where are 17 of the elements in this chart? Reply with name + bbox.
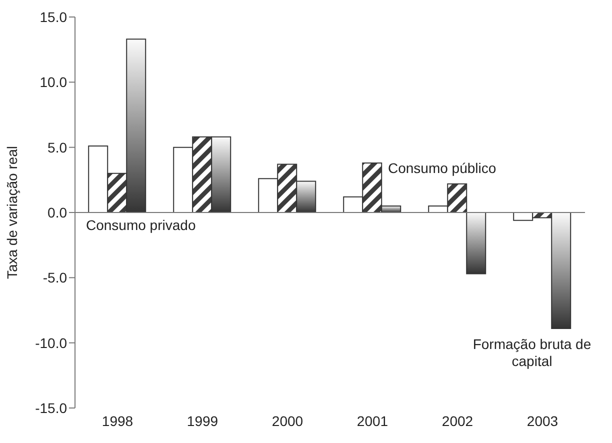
y-axis-title: Taxa de variação real [4, 146, 20, 280]
y-tick-label: 0.0 [48, 204, 68, 220]
x-tick-label: 1998 [102, 412, 134, 429]
series-label: Consumo privado [86, 217, 197, 234]
x-tick-label: 2000 [272, 412, 304, 429]
y-tick-label: 5.0 [48, 139, 68, 156]
y-tick-label: 15.0 [40, 8, 68, 25]
x-tick-label: 2002 [442, 412, 474, 429]
series-label: Consumo público [388, 160, 498, 177]
x-tick-label: 1999 [186, 412, 218, 429]
y-tick-label: -10.0 [35, 334, 68, 351]
y-tick-label: -15.0 [35, 400, 68, 416]
x-tick-label: 2001 [356, 412, 388, 429]
y-tick-label: -5.0 [42, 270, 68, 286]
x-tick-label: 2003 [526, 412, 558, 429]
y-tick-label: 10.0 [40, 74, 68, 90]
series-label: Formação bruta de capital [472, 336, 592, 370]
